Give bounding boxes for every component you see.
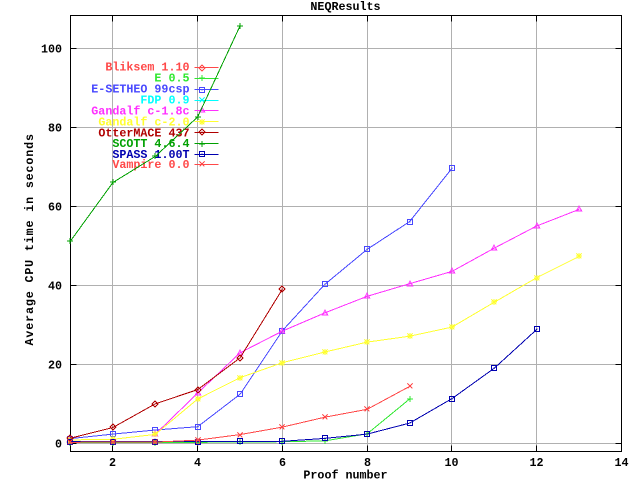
svg-text:Proof number: Proof number [303, 469, 387, 480]
svg-text:Gandalf c-1.8c: Gandalf c-1.8c [91, 105, 189, 119]
svg-text:40: 40 [48, 280, 62, 294]
svg-text:14: 14 [614, 456, 628, 470]
svg-text:Vampire 0.0: Vampire 0.0 [112, 158, 189, 172]
svg-text:4: 4 [194, 456, 201, 470]
svg-text:2: 2 [109, 456, 116, 470]
svg-text:FDP 0.9: FDP 0.9 [140, 94, 189, 108]
svg-text:6: 6 [279, 456, 286, 470]
svg-text:10: 10 [444, 456, 458, 470]
svg-text:Bliksem 1.10: Bliksem 1.10 [105, 61, 189, 75]
svg-text:8: 8 [364, 456, 371, 470]
svg-text:100: 100 [41, 43, 62, 57]
svg-text:SPASS 1.00T: SPASS 1.00T [112, 148, 189, 162]
svg-text:60: 60 [48, 201, 62, 215]
svg-text:0: 0 [55, 438, 62, 452]
svg-text:E 0.5: E 0.5 [154, 72, 189, 86]
svg-text:20: 20 [48, 359, 62, 373]
svg-text:E-SETHEO 99csp: E-SETHEO 99csp [91, 83, 189, 97]
svg-text:Gandalf c-2.0: Gandalf c-2.0 [98, 115, 189, 129]
svg-text:OtterMACE 437: OtterMACE 437 [98, 126, 189, 140]
svg-text:NEQResults: NEQResults [310, 0, 380, 14]
svg-text:12: 12 [529, 456, 543, 470]
svg-text:80: 80 [48, 122, 62, 136]
svg-text:Average CPU time in seconds: Average CPU time in seconds [23, 133, 37, 345]
svg-text:SCOTT 4.6.4: SCOTT 4.6.4 [112, 137, 189, 151]
